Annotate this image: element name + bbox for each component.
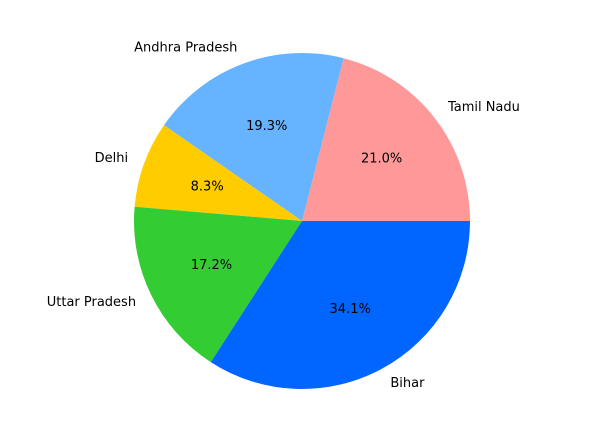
pie-slice-bihar — [210, 221, 471, 389]
slice-label-bihar: Bihar — [390, 376, 425, 391]
slice-percent-bihar: 34.1% — [330, 302, 371, 317]
labels-layer: Tamil Nadu 21.0% Andhra Pradesh 19.3% Delhi 8… — [47, 40, 520, 390]
slice-label-tamil-nadu: Tamil Nadu — [447, 100, 520, 115]
pie-slice-uttar-pradesh — [134, 206, 302, 363]
slice-label-uttar-pradesh: Uttar Pradesh — [47, 295, 136, 310]
pie-slice-tamil-nadu — [302, 58, 470, 221]
slice-label-andhra-pradesh: Andhra Pradesh — [134, 40, 237, 55]
slices-layer — [134, 52, 471, 389]
slice-percent-andhra-pradesh: 19.3% — [246, 119, 287, 134]
pie-slice-delhi — [134, 125, 302, 221]
slice-percent-delhi: 8.3% — [191, 179, 224, 194]
slice-label-delhi: Delhi — [95, 151, 128, 166]
slice-percent-tamil-nadu: 21.0% — [361, 152, 402, 167]
slice-percent-uttar-pradesh: 17.2% — [191, 258, 232, 273]
pie-slice-andhra-pradesh — [164, 52, 344, 222]
